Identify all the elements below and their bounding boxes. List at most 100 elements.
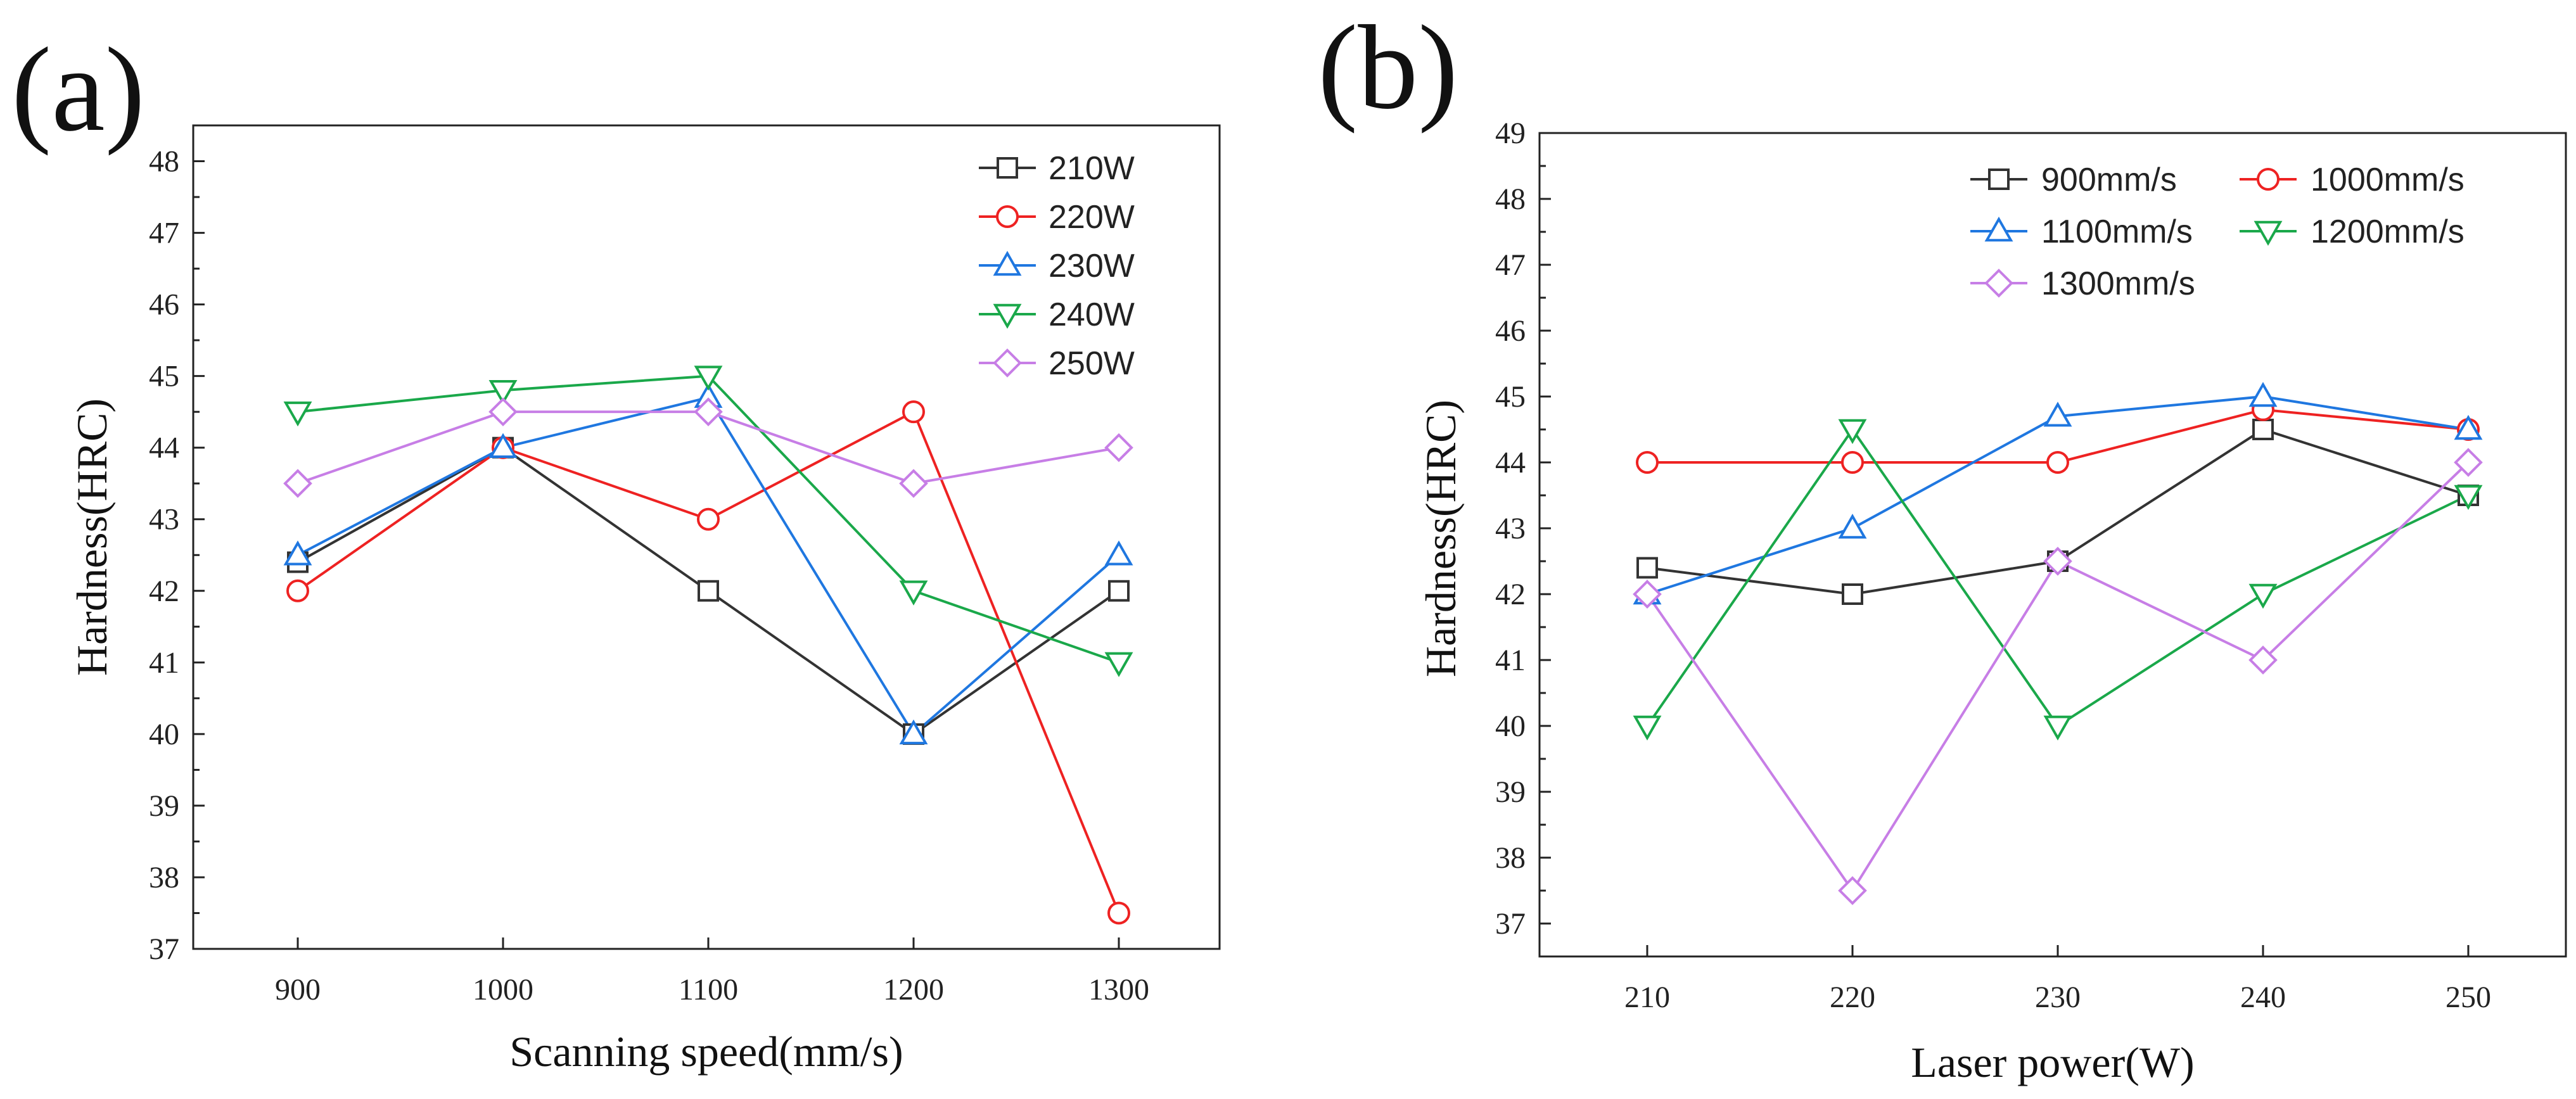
y-tick-label: 44: [1495, 446, 1526, 480]
y-tick-label: 46: [149, 288, 179, 322]
data-point-250W: [694, 397, 723, 427]
panel-b-x-axis-title: Laser power(W): [1911, 1038, 2194, 1086]
panel-a-y-axis-title: Hardness(HRC): [68, 398, 116, 676]
data-point-250W: [1104, 433, 1133, 462]
y-tick-label: 42: [1495, 578, 1526, 611]
panel-b: (b) 37 38 39 40 41 42 43 44 45 46 47 48 49 210 220 230…: [1318, 1, 2567, 1086]
data-point-1300mm/s: [1838, 876, 1867, 905]
legend-marker-1100mm/s: [1984, 216, 2013, 242]
data-point-1100mm/s: [2454, 414, 2483, 440]
data-point-210W: [698, 580, 719, 602]
legend-marker-900mm/s: [1988, 168, 2010, 190]
y-tick-label: 49: [1495, 117, 1526, 150]
y-tick-label: 42: [149, 575, 179, 608]
data-point-220W: [1107, 901, 1130, 925]
y-tick-label: 41: [1495, 644, 1526, 677]
y-tick-label: 40: [149, 718, 179, 751]
panel-b-legend: 900mm/s 1000mm/s 1100mm/s 1200mm/s 1300mm/s: [1970, 162, 2464, 302]
panel-a-x-axis-title: Scanning speed(mm/s): [509, 1027, 903, 1076]
legend-marker-210W: [997, 157, 1018, 179]
y-tick-label: 46: [1495, 314, 1526, 348]
legend-label-1300mm/s: 1300mm/s: [2041, 265, 2195, 302]
legend-marker-1000mm/s: [2257, 168, 2280, 191]
legend-label-1100mm/s: 1100mm/s: [2041, 213, 2193, 250]
data-point-1300mm/s: [1633, 580, 1662, 609]
legend-label-230W: 230W: [1049, 248, 1135, 284]
x-tick-label: 900: [275, 973, 321, 1007]
y-tick-label: 43: [149, 503, 179, 537]
y-tick-label: 38: [1495, 841, 1526, 875]
y-tick-label: 48: [149, 145, 179, 179]
legend-marker-1300mm/s: [1984, 269, 2013, 298]
data-point-1300mm/s: [2454, 448, 2483, 477]
data-point-240W: [899, 580, 928, 606]
y-tick-label: 48: [1495, 182, 1526, 216]
legend-marker-240W: [993, 303, 1022, 329]
legend-marker-230W: [993, 250, 1022, 276]
data-point-1200mm/s: [2454, 485, 2483, 511]
panel-a-series: [283, 365, 1133, 925]
panel-b-y-axis: 37 38 39 40 41 42 43 44 45 46 47 48 49: [1495, 117, 1551, 941]
y-tick-label: 47: [1495, 248, 1526, 282]
x-tick-label: 1300: [1088, 973, 1149, 1007]
legend-label-220W: 220W: [1049, 199, 1135, 236]
x-tick-label: 250: [2445, 981, 2491, 1014]
legend-label-1200mm/s: 1200mm/s: [2311, 213, 2464, 250]
data-point-1200mm/s: [1633, 715, 1662, 741]
legend-marker-250W: [993, 348, 1022, 378]
data-point-1000mm/s: [1841, 451, 1864, 474]
y-tick-label: 37: [1495, 907, 1526, 941]
legend-label-250W: 250W: [1049, 345, 1135, 382]
x-tick-label: 1200: [883, 973, 944, 1007]
legend-marker-220W: [996, 205, 1019, 228]
data-point-220W: [286, 579, 309, 602]
data-point-250W: [899, 469, 928, 499]
x-tick-label: 220: [1830, 981, 1875, 1014]
y-tick-label: 39: [149, 789, 179, 823]
data-point-250W: [488, 397, 518, 427]
x-tick-label: 240: [2240, 981, 2286, 1014]
y-tick-label: 37: [149, 932, 179, 966]
y-tick-label: 39: [1495, 775, 1526, 809]
data-point-250W: [283, 469, 312, 499]
panel-b-series: [1633, 381, 2483, 905]
data-point-240W: [488, 380, 518, 405]
legend-marker-1200mm/s: [2254, 220, 2283, 246]
data-point-900mm/s: [1636, 557, 1658, 579]
data-point-230W: [283, 540, 312, 566]
panel-a-plot-frame: [192, 124, 1221, 950]
data-point-230W: [1104, 540, 1133, 566]
data-point-240W: [694, 365, 723, 391]
data-point-1000mm/s: [2046, 451, 2069, 474]
y-tick-label: 47: [149, 217, 179, 250]
data-point-210W: [1108, 580, 1130, 602]
panel-b-label: (b): [1318, 1, 1458, 134]
data-point-1100mm/s: [2248, 381, 2278, 407]
data-point-1000mm/s: [1636, 451, 1659, 474]
panel-b-plot-frame: [1538, 132, 2567, 958]
y-tick-label: 43: [1495, 512, 1526, 545]
legend-label-1000mm/s: 1000mm/s: [2311, 162, 2464, 198]
panel-a: (a) 37 38 39 40 41 42 43 44 45 46 47 48 900 1000 1100…: [11, 23, 1221, 1076]
y-tick-label: 38: [149, 861, 179, 894]
x-tick-label: 1100: [679, 973, 738, 1007]
panel-b-x-axis: 210 220 230 240 250: [1624, 945, 2491, 1014]
data-point-220W: [902, 400, 925, 424]
data-point-240W: [283, 401, 312, 427]
data-point-1300mm/s: [2248, 645, 2278, 675]
data-point-240W: [1104, 652, 1133, 677]
data-point-1200mm/s: [1838, 419, 1867, 445]
y-tick-label: 45: [1495, 380, 1526, 414]
legend-label-240W: 240W: [1049, 296, 1135, 333]
x-tick-label: 1000: [473, 973, 533, 1007]
y-tick-label: 45: [149, 360, 179, 393]
panel-a-label: (a): [11, 23, 145, 156]
data-point-220W: [697, 507, 720, 531]
data-point-230W: [488, 433, 518, 458]
data-point-1100mm/s: [1838, 513, 1867, 539]
data-point-1200mm/s: [2248, 583, 2278, 609]
x-tick-label: 210: [1624, 981, 1670, 1014]
y-tick-label: 41: [149, 646, 179, 680]
